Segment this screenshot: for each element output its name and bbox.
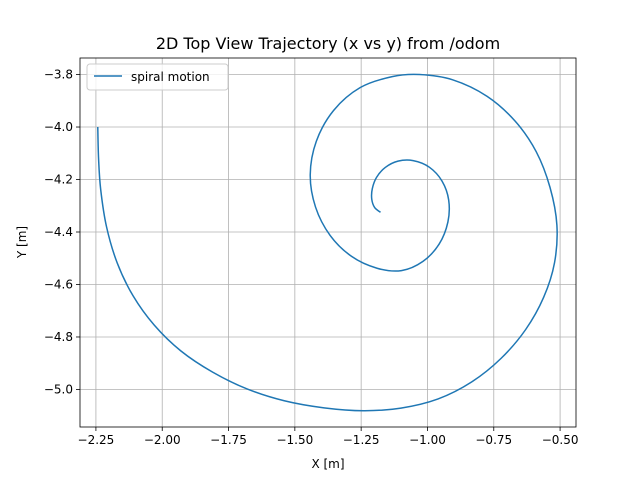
legend: spiral motion bbox=[86, 63, 229, 91]
legend-label: spiral motion bbox=[131, 70, 210, 84]
y-axis-label: Y [m] bbox=[15, 226, 29, 259]
axis-ticks: −2.25 −2.00 −1.75 −1.50 −1.25 −1.00 −0.75 −0.50… bbox=[44, 68, 579, 447]
x-tick-label: −0.75 bbox=[475, 433, 512, 447]
x-axis-label: X [m] bbox=[311, 457, 344, 471]
y-tick-label: −4.2 bbox=[44, 173, 73, 187]
x-tick-label: −2.00 bbox=[144, 433, 181, 447]
y-tick-label: −4.4 bbox=[44, 225, 73, 239]
plot-area bbox=[80, 58, 576, 427]
x-tick-label: −0.50 bbox=[542, 433, 579, 447]
legend-box bbox=[86, 63, 229, 91]
y-tick-label: −4.0 bbox=[44, 120, 73, 134]
series-line-spiral-motion bbox=[97, 73, 558, 412]
x-tick-label: −1.25 bbox=[343, 433, 380, 447]
axes-frame bbox=[79, 57, 577, 428]
x-tick-label: −2.25 bbox=[78, 433, 115, 447]
x-tick-label: −1.00 bbox=[409, 433, 446, 447]
y-tick-label: −5.0 bbox=[44, 382, 73, 396]
x-tick-label: −1.75 bbox=[210, 433, 247, 447]
series-layer bbox=[97, 73, 558, 412]
chart-title: 2D Top View Trajectory (x vs y) from /od… bbox=[156, 34, 500, 53]
y-tick-label: −4.8 bbox=[44, 330, 73, 344]
y-tick-label: −4.6 bbox=[44, 277, 73, 291]
x-tick-label: −1.50 bbox=[276, 433, 313, 447]
y-tick-label: −3.8 bbox=[44, 68, 73, 82]
